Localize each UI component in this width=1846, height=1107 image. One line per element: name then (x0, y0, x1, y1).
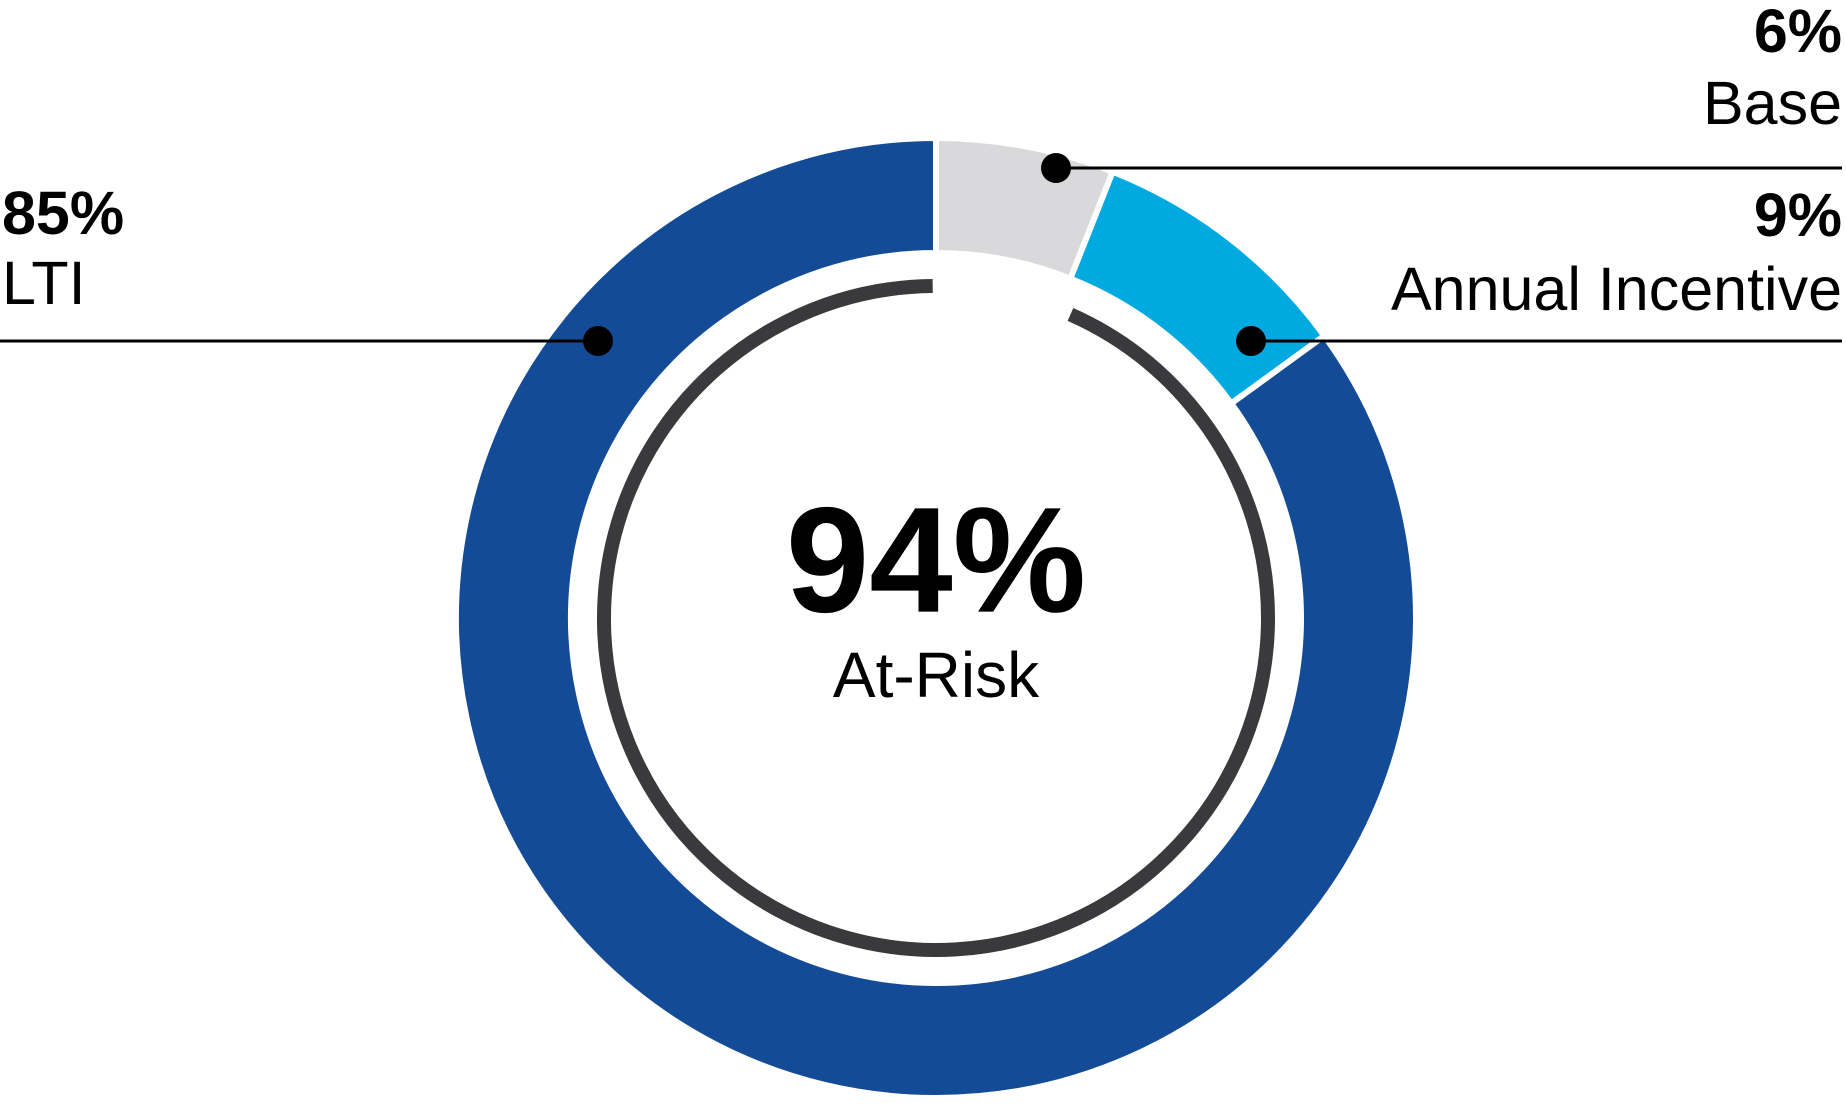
callout-dot (1041, 153, 1071, 183)
value-label: 6% (1754, 0, 1842, 65)
center-value: 94% (786, 476, 1086, 644)
category-label: Annual Incentive (1391, 255, 1842, 323)
value-label: 85% (2, 179, 124, 247)
donut-segment (453, 134, 1419, 1101)
at-risk-arc (597, 279, 1275, 957)
category-label: Base (1703, 69, 1842, 137)
category-label: LTI (2, 249, 86, 317)
value-label: 9% (1754, 181, 1842, 249)
callout-dot (583, 326, 613, 356)
center-text: At-Risk (833, 639, 1040, 711)
callout-dot (1236, 326, 1266, 356)
